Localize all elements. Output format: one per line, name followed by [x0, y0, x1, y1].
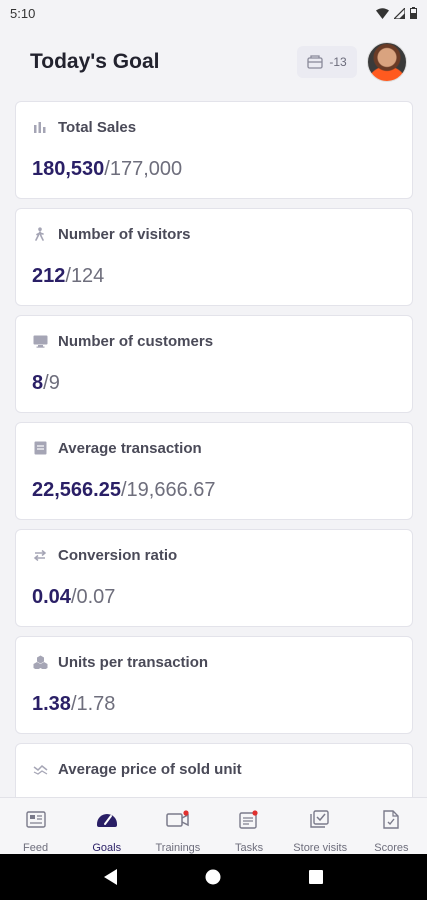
card-label: Average transaction	[58, 439, 202, 457]
goal-card-visitors[interactable]: Number of visitors 212/124	[15, 208, 413, 306]
back-icon[interactable]	[103, 869, 118, 885]
card-value: 0.04/0.07	[32, 586, 396, 609]
card-label: Average price of sold unit	[58, 760, 242, 778]
nav-goals[interactable]: Goals	[72, 798, 142, 854]
value-separator: /	[70, 693, 77, 715]
card-value: 8/9	[32, 372, 396, 395]
boxes-icon	[32, 654, 48, 670]
nav-scores[interactable]: Scores	[356, 798, 426, 854]
avatar[interactable]	[367, 42, 407, 82]
swap-arrows-icon	[32, 547, 48, 563]
card-value: 1.38/1.78	[32, 693, 396, 716]
monitor-icon	[32, 333, 48, 349]
target-value: 19,666.67	[126, 479, 216, 501]
video-icon	[166, 809, 190, 829]
status-time: 5:10	[10, 5, 36, 21]
document-icon	[383, 809, 400, 829]
nav-label: Trainings	[155, 842, 201, 854]
receipt-icon	[32, 440, 48, 456]
tasks-icon	[239, 809, 259, 829]
nav-label: Feed	[23, 842, 49, 854]
card-label: Conversion ratio	[58, 546, 178, 564]
home-icon[interactable]	[205, 869, 221, 885]
feed-icon	[25, 809, 46, 829]
status-bar: 5:10	[0, 0, 427, 26]
nav-store-visits[interactable]: Store visits	[285, 798, 355, 854]
value-separator: /	[104, 158, 110, 180]
signal-icon	[394, 7, 405, 19]
current-value: 180,530	[32, 158, 105, 180]
checklist-icon	[310, 809, 330, 829]
target-value: 124	[70, 265, 105, 287]
value-separator: /	[65, 265, 71, 287]
nav-feed[interactable]: Feed	[1, 798, 71, 854]
walking-person-icon	[32, 226, 48, 242]
gauge-icon	[96, 809, 118, 829]
ticket-badge[interactable]: -13	[297, 46, 357, 78]
nav-tasks[interactable]: Tasks	[214, 798, 284, 854]
value-separator: /	[120, 479, 127, 501]
battery-icon	[410, 7, 417, 19]
nav-label: Tasks	[234, 842, 264, 854]
card-label: Number of visitors	[58, 225, 191, 243]
recents-icon[interactable]	[309, 870, 324, 884]
bottom-navigation: Feed Goals Trainings Tasks Store visits …	[0, 797, 427, 854]
target-value: 9	[48, 372, 60, 394]
card-value: 212/124	[32, 265, 396, 288]
nav-label: Goals	[92, 842, 122, 854]
goals-list: Total Sales 180,530/177,000 Number of vi…	[15, 101, 413, 850]
target-value: 177,000	[109, 158, 183, 180]
card-value: 22,566.25/19,666.67	[32, 479, 396, 502]
value-separator: /	[43, 372, 49, 394]
card-label: Total Sales	[58, 118, 137, 136]
value-separator: /	[70, 586, 77, 608]
goal-card-customers[interactable]: Number of customers 8/9	[15, 315, 413, 413]
current-value: 212	[32, 265, 66, 287]
current-value: 0.04	[32, 586, 71, 608]
wifi-icon	[376, 7, 389, 19]
card-label: Units per transaction	[58, 653, 209, 671]
goal-card-total-sales[interactable]: Total Sales 180,530/177,000	[15, 101, 413, 199]
system-navigation-bar	[0, 854, 427, 900]
goal-card-average-transaction[interactable]: Average transaction 22,566.25/19,666.67	[15, 422, 413, 520]
card-value: 180,530/177,000	[32, 158, 396, 181]
nav-label: Store visits	[293, 842, 348, 854]
app-header: Today's Goal -13	[0, 26, 427, 98]
current-value: 8	[32, 372, 44, 394]
page-title: Today's Goal	[30, 50, 160, 73]
target-value: 0.07	[76, 586, 116, 608]
target-value: 1.78	[76, 693, 116, 715]
goal-card-units-per-transaction[interactable]: Units per transaction 1.38/1.78	[15, 636, 413, 734]
trend-icon	[32, 761, 48, 777]
nav-trainings[interactable]: Trainings	[143, 798, 213, 854]
goal-card-conversion-ratio[interactable]: Conversion ratio 0.04/0.07	[15, 529, 413, 627]
nav-label: Scores	[374, 842, 409, 854]
current-value: 1.38	[32, 693, 71, 715]
ticket-icon	[307, 55, 323, 69]
ticket-count: -13	[329, 55, 347, 69]
status-icons	[376, 7, 417, 19]
current-value: 22,566.25	[32, 479, 121, 501]
card-label: Number of customers	[58, 332, 214, 350]
bar-chart-icon	[32, 119, 48, 135]
